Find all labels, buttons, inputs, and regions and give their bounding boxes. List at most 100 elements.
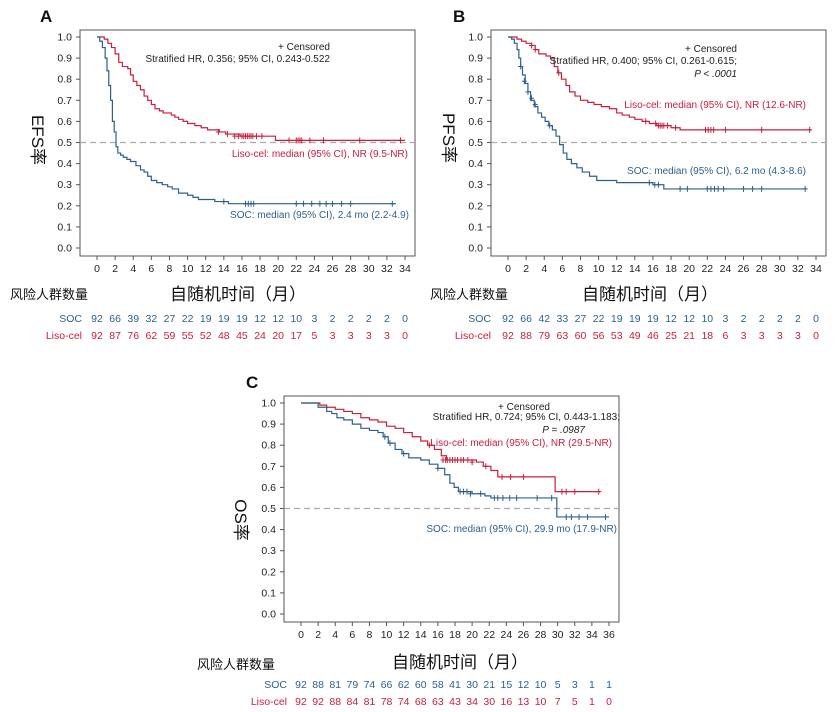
y-tick-label: 0.4 [261, 524, 276, 536]
censor-mark-liso-cel [253, 133, 259, 140]
at-risk-value: 88 [329, 696, 341, 708]
censor-mark-liso-cel [559, 488, 565, 495]
at-risk-value: 66 [520, 313, 532, 325]
censor-mark-liso-cel [465, 456, 471, 463]
x-tick-label: 6 [349, 629, 355, 641]
censor-mark-liso-cel [520, 473, 526, 480]
at-risk-value: 13 [518, 696, 530, 708]
y-tick-label: 0.4 [57, 158, 72, 170]
x-tick-label: 18 [665, 263, 677, 275]
x-tick-label: 18 [254, 263, 266, 275]
y-tick-label: 0.8 [261, 440, 276, 452]
x-tick-label: 12 [398, 629, 410, 641]
x-tick-label: 28 [345, 263, 357, 275]
censor-mark-soc [715, 185, 721, 192]
y-tick-label: 0.5 [57, 137, 72, 149]
censor-mark-liso-cel [563, 488, 569, 495]
censor-mark-soc [323, 200, 329, 207]
y-tick-label: 0.0 [261, 609, 276, 621]
censor-mark-liso-cel [722, 126, 728, 133]
x-tick-label: 30 [552, 629, 564, 641]
at-risk-value: 2 [348, 313, 354, 325]
at-risk-value: 0 [402, 313, 408, 325]
at-risk-value: 88 [312, 679, 324, 691]
at-risk-value: 48 [218, 330, 230, 342]
at-risk-value: 10 [535, 696, 547, 708]
series-line-soc [97, 36, 396, 205]
censor-mark-soc [401, 450, 407, 457]
censor-mark-soc [507, 494, 513, 501]
censor-mark-liso-cel [461, 456, 467, 463]
x-tick-label: 28 [756, 263, 768, 275]
at-risk-value: 17 [290, 330, 302, 342]
censor-mark-liso-cel [664, 122, 670, 129]
x-tick-label: 32 [381, 263, 393, 275]
censor-mark-liso-cel [320, 137, 326, 144]
at-risk-row-label: Liso-cel [46, 330, 82, 342]
at-risk-value: 43 [449, 696, 461, 708]
at-risk-value: 27 [164, 313, 176, 325]
censor-mark-liso-cel [529, 42, 535, 49]
at-risk-value: 22 [182, 313, 194, 325]
censor-mark-liso-cel [224, 131, 230, 138]
censor-mark-liso-cel [483, 463, 489, 470]
at-risk-value: 30 [466, 679, 478, 691]
x-tick-label: 24 [500, 629, 512, 641]
at-risk-value: 63 [557, 330, 569, 342]
at-risk-value: 92 [91, 330, 103, 342]
y-tick-label: 0.6 [261, 482, 276, 494]
series-label-soc: SOC: median (95% CI), 29.9 mo (17.9-NR) [426, 524, 617, 535]
at-risk-value: 52 [200, 330, 212, 342]
x-tick-label: 8 [578, 263, 584, 275]
annotation: Stratified HR, 0.724; 95% CI, 0.443-1.18… [433, 412, 620, 423]
censor-mark-soc [293, 200, 299, 207]
x-tick-label: 34 [399, 263, 411, 275]
at-risk-value: 92 [91, 313, 103, 325]
at-risk-value: 78 [381, 696, 393, 708]
y-tick-label: 0.8 [57, 74, 72, 86]
at-risk-value: 19 [611, 313, 623, 325]
at-risk-value: 3 [384, 330, 390, 342]
at-risk-value: 5 [555, 679, 561, 691]
at-risk-value: 2 [330, 313, 336, 325]
annotation: P = .0987 [542, 425, 585, 436]
censor-mark-soc [518, 63, 524, 70]
censor-mark-liso-cel [532, 46, 538, 53]
at-risk-value: 6 [722, 330, 728, 342]
y-axis-label: PFS率 [439, 113, 458, 163]
at-risk-value: 0 [402, 330, 408, 342]
at-risk-value: 2 [366, 313, 372, 325]
at-risk-value: 20 [272, 330, 284, 342]
at-risk-value: 3 [311, 313, 317, 325]
annotation: + Censored [685, 44, 737, 55]
at-risk-value: 81 [364, 696, 376, 708]
x-tick-label: 20 [466, 629, 478, 641]
series-line-liso-cel [97, 36, 405, 141]
censor-mark-soc [500, 494, 506, 501]
at-risk-value: 12 [665, 313, 677, 325]
censor-mark-liso-cel [673, 124, 679, 131]
y-tick-label: 0.3 [468, 179, 483, 191]
x-tick-label: 32 [792, 263, 804, 275]
x-tick-label: 14 [415, 629, 427, 641]
censor-mark-soc [382, 433, 388, 440]
x-tick-label: 22 [483, 629, 495, 641]
censor-mark-soc [549, 494, 555, 501]
at-risk-value: 1 [606, 679, 612, 691]
censor-mark-soc [339, 200, 345, 207]
at-risk-value: 2 [759, 313, 765, 325]
y-tick-label: 0.3 [261, 545, 276, 557]
at-risk-value: 12 [254, 313, 266, 325]
censor-mark-liso-cel [572, 488, 578, 495]
censor-mark-liso-cel [397, 137, 403, 144]
censor-mark-liso-cel [307, 137, 313, 144]
y-tick-label: 1.0 [261, 398, 276, 410]
censor-mark-soc [547, 122, 553, 129]
x-tick-label: 0 [505, 263, 511, 275]
y-tick-label: 0.9 [57, 53, 72, 65]
y-tick-label: 0.1 [57, 221, 72, 233]
x-tick-label: 12 [200, 263, 212, 275]
at-risk-value: 55 [182, 330, 194, 342]
at-risk-value: 22 [593, 313, 605, 325]
at-risk-value: 32 [146, 313, 158, 325]
